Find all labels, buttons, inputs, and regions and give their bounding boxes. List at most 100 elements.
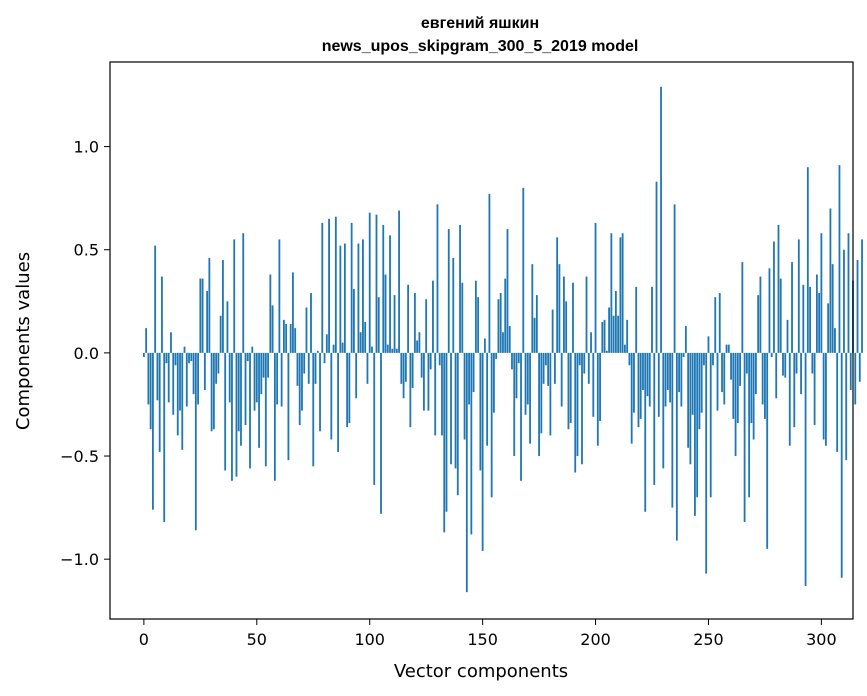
bar (845, 352, 848, 461)
bar (371, 346, 373, 353)
bar (736, 352, 739, 424)
bar (316, 350, 319, 353)
bar (795, 352, 798, 374)
bar (434, 352, 437, 436)
bar (443, 352, 446, 533)
bar (675, 352, 678, 541)
bar (282, 319, 285, 353)
bar (694, 352, 696, 516)
bar (592, 352, 595, 417)
bar (452, 257, 455, 353)
bar (386, 344, 389, 353)
bar (346, 352, 349, 428)
bar (657, 352, 660, 417)
bar (244, 352, 247, 426)
bar (563, 276, 565, 353)
bar (849, 352, 852, 391)
bar (456, 352, 459, 496)
bar (854, 352, 857, 405)
bar (644, 352, 647, 512)
bar (255, 352, 258, 403)
bar (587, 352, 590, 384)
bar (228, 352, 231, 403)
bar (445, 352, 448, 512)
bar (768, 268, 771, 353)
bar (258, 352, 260, 448)
bar (305, 307, 308, 353)
bar (310, 293, 312, 353)
bar (558, 264, 561, 353)
bar (669, 352, 671, 403)
bar (827, 303, 830, 353)
bar (714, 297, 717, 353)
bar (779, 278, 782, 353)
bar (680, 352, 683, 407)
bar (664, 352, 667, 407)
bar (483, 338, 486, 353)
bar (319, 352, 321, 432)
bar (651, 286, 653, 353)
bar (172, 352, 175, 415)
bar (576, 352, 579, 457)
bar (375, 214, 378, 353)
bar (203, 352, 206, 391)
y-tick-label: 1.0 (74, 138, 99, 157)
bar (840, 352, 843, 578)
bar (646, 352, 649, 397)
bar (303, 352, 306, 374)
bar (574, 352, 577, 473)
plot-area-frame (109, 61, 854, 620)
bar (362, 239, 364, 353)
bar (522, 187, 525, 353)
bar (206, 290, 209, 353)
bar (197, 352, 199, 405)
bar (754, 352, 757, 395)
bar (721, 352, 723, 393)
bar (170, 332, 172, 353)
bar (775, 352, 778, 399)
x-tick-label: 100 (354, 630, 385, 649)
bar (784, 352, 787, 378)
bar (165, 352, 168, 364)
bar (858, 352, 861, 382)
bar (691, 352, 694, 415)
x-tick-label: 300 (806, 630, 837, 649)
bar (260, 352, 263, 395)
bar (427, 352, 430, 411)
bar (793, 352, 796, 428)
bar-series (142, 86, 863, 593)
bar (384, 274, 387, 353)
bar (703, 352, 705, 366)
bar (788, 352, 791, 446)
bar (764, 352, 766, 419)
bar (413, 293, 416, 353)
x-tick-label: 0 (139, 630, 149, 649)
bar (601, 321, 604, 353)
bar (185, 352, 188, 407)
bar (212, 352, 215, 430)
bar (635, 286, 638, 353)
bar (441, 352, 443, 436)
x-axis-label: Vector components (394, 661, 568, 682)
bar (741, 262, 744, 353)
bar (815, 274, 818, 353)
bar (567, 352, 570, 430)
bar (791, 262, 793, 353)
bar (565, 301, 568, 353)
bar (154, 245, 157, 353)
bar (569, 352, 572, 424)
bar (246, 352, 249, 362)
bar (578, 352, 581, 366)
bar (158, 352, 161, 452)
bar (608, 307, 610, 353)
bar (637, 352, 640, 428)
bar (411, 352, 414, 388)
bar (773, 241, 775, 353)
bar (698, 352, 701, 430)
bar (429, 352, 432, 370)
bar (447, 229, 450, 353)
bar (289, 324, 292, 353)
bar (264, 352, 267, 467)
bar (619, 237, 622, 353)
y-tick-label: 0.5 (74, 241, 99, 260)
